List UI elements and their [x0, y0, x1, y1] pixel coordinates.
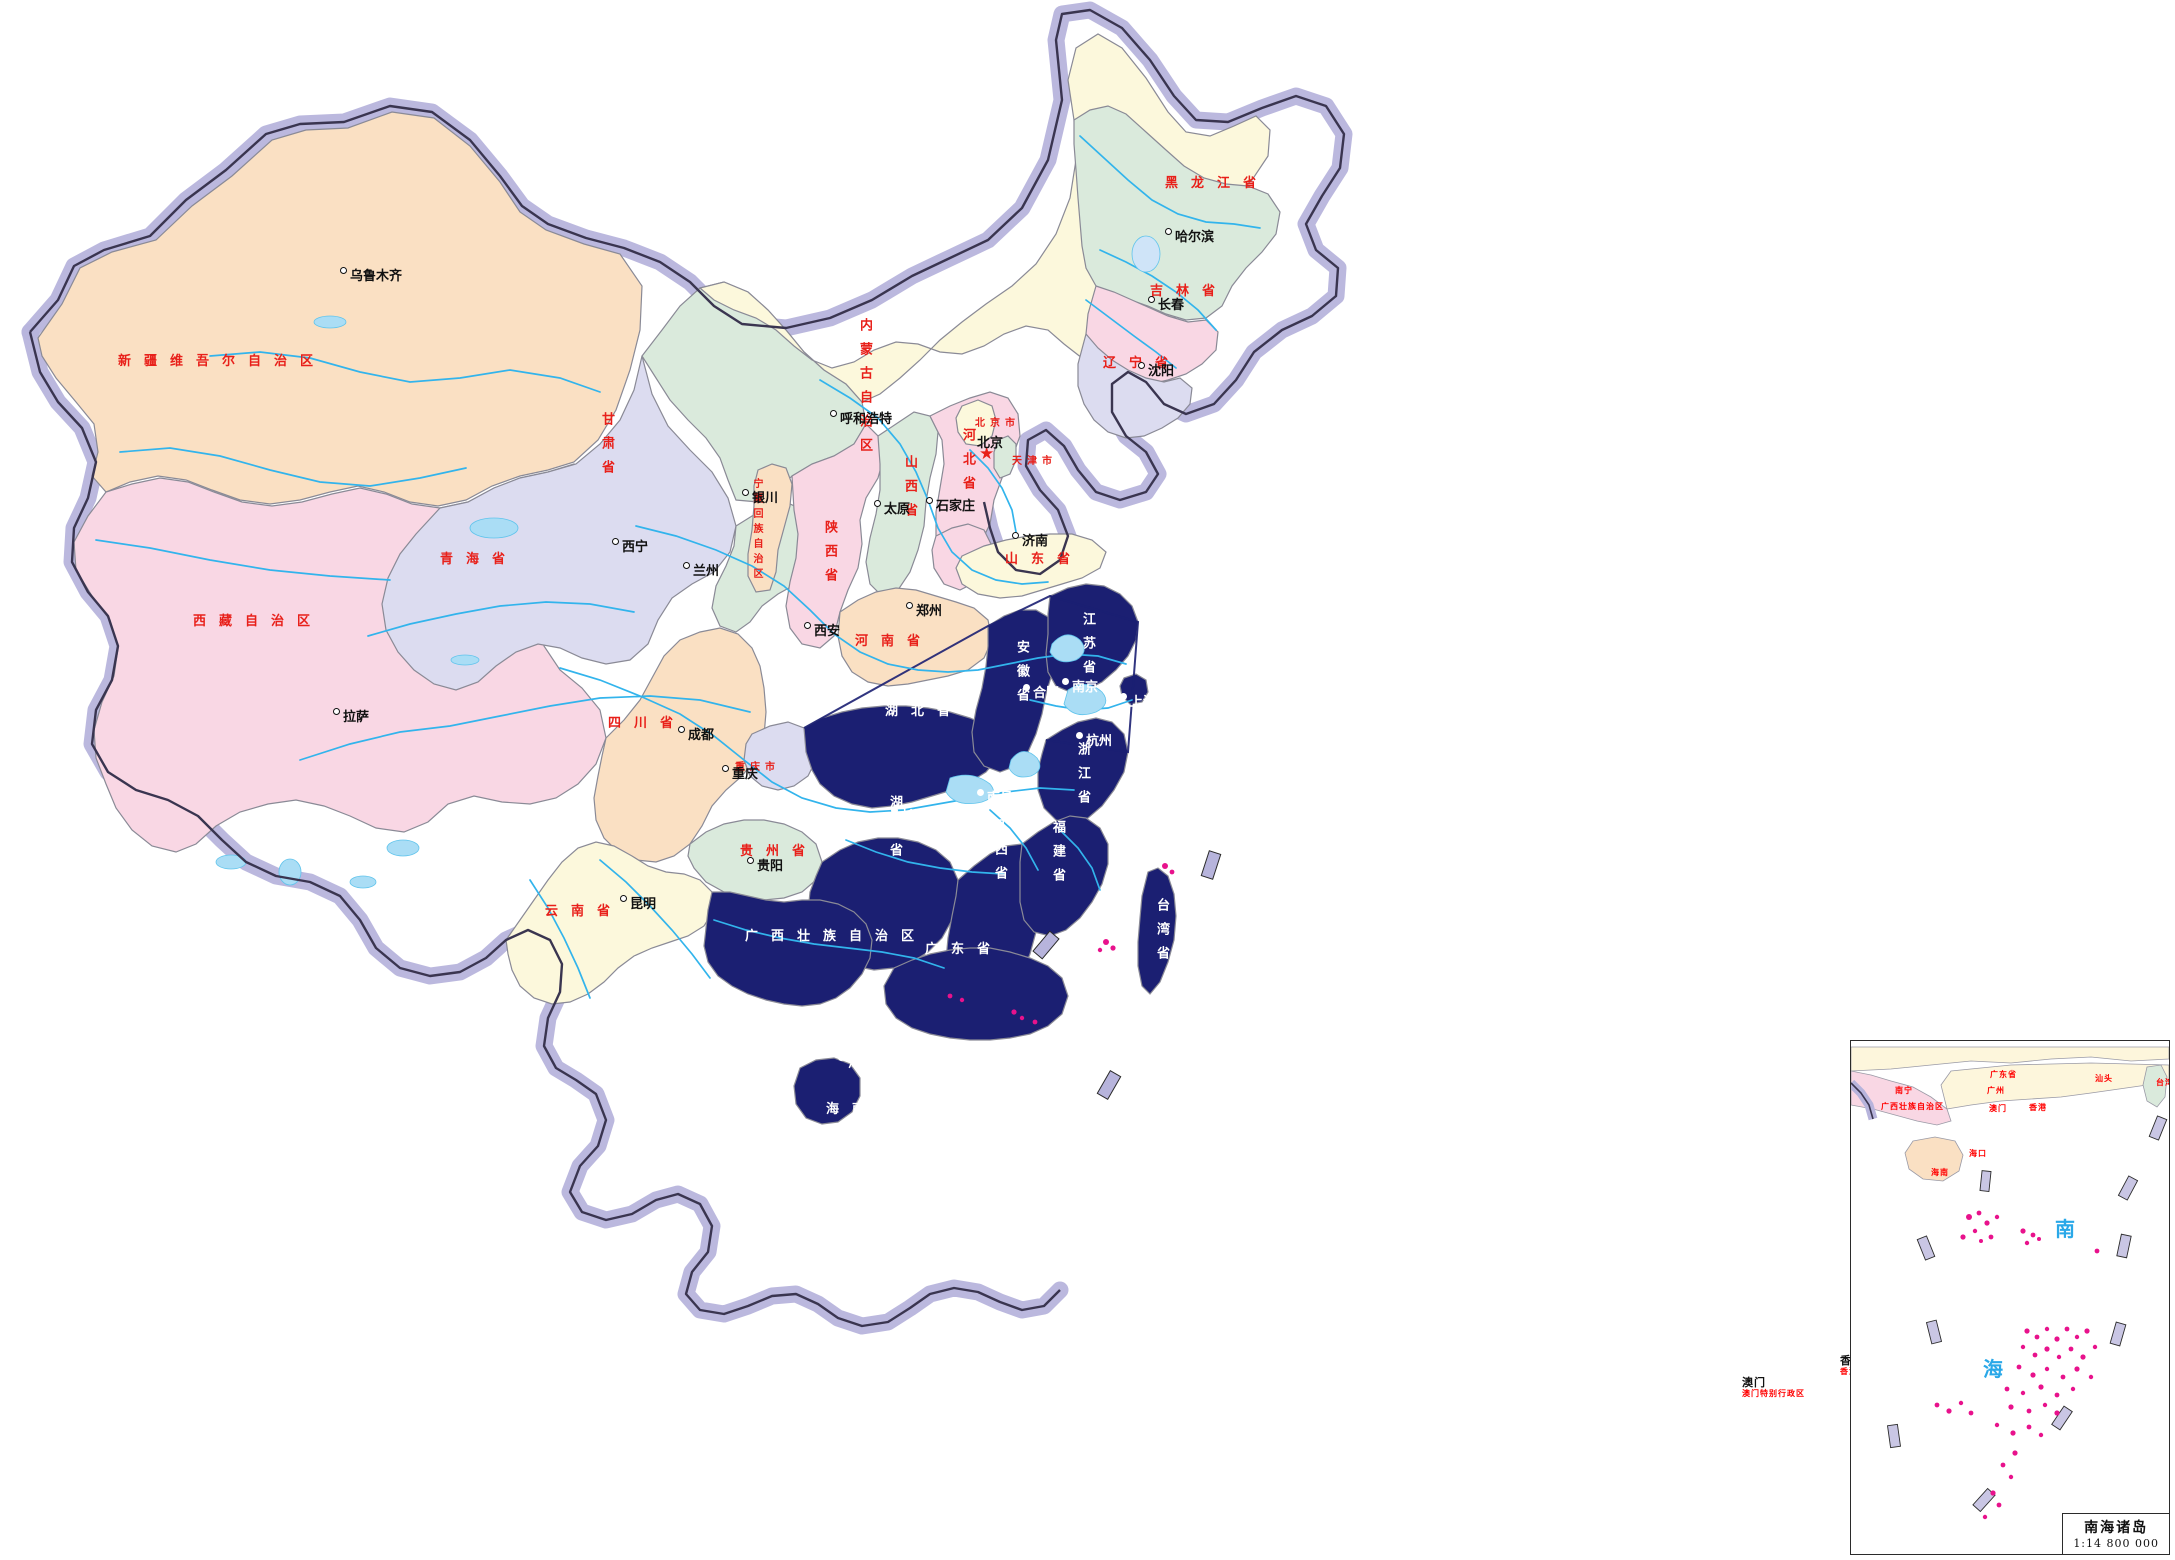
province-tianjin: [993, 435, 1017, 479]
province-guangxi: [703, 891, 873, 1007]
city-marker: [1165, 228, 1172, 235]
province-shandong: [955, 533, 1107, 599]
national-border-line: [28, 8, 1346, 1328]
selected-region-outline: [803, 594, 1140, 754]
city-marker: [1510, 1180, 1517, 1187]
city-marker: [340, 267, 347, 274]
city-marker: [333, 708, 340, 715]
inset-scale-text: 1:14 800 000: [2073, 1537, 2159, 1550]
city-marker: [1138, 362, 1145, 369]
city-marker: [1598, 1221, 1605, 1228]
province-henan: [837, 587, 993, 687]
province-beijing: [955, 399, 997, 447]
province-xinjiang: [37, 111, 643, 507]
city-marker: [874, 500, 881, 507]
south-china-sea-inset: 南宁广西壮族自治区广东省广州澳门香港海口海南台湾省汕头南海 南海诸岛 1:14 …: [1850, 1040, 2170, 1555]
capital-star-icon: ★: [979, 444, 995, 464]
south-china-sea-islands-main: [947, 863, 1175, 1025]
city-marker: [683, 562, 690, 569]
province-guangdong: [883, 947, 1069, 1041]
city-marker: [1645, 1318, 1652, 1325]
province-taiwan: [1137, 867, 1177, 995]
city-marker: [1095, 1337, 1102, 1344]
province-zhejiang: [1037, 717, 1129, 825]
city-marker: [804, 622, 811, 629]
province-ningxia: [747, 463, 793, 593]
city-marker: [722, 765, 729, 772]
province-hebei: [929, 391, 1021, 557]
city-marker: [1076, 732, 1083, 739]
city-marker: [830, 410, 837, 417]
city-marker: [612, 538, 619, 545]
province-qinghai: [381, 355, 737, 691]
city-marker: [926, 497, 933, 504]
inset-vector: [1851, 1046, 2169, 1520]
city-marker: [891, 807, 898, 814]
province-anhui: [971, 609, 1059, 773]
province-yunnan: [505, 841, 715, 1005]
city-marker: [1293, 1008, 1300, 1015]
city-marker: [838, 1054, 845, 1061]
city-marker: [1023, 684, 1030, 691]
province-shaanxi: [785, 423, 885, 649]
city-marker: [1062, 678, 1069, 685]
province-liaoning: [1077, 332, 1193, 439]
city-marker: [1120, 693, 1127, 700]
province-fujian: [1019, 815, 1109, 937]
city-marker: [1012, 532, 1019, 539]
inset-title: 南海诸岛: [2084, 1520, 2149, 1536]
nine-dash-line-main: [1032, 850, 1222, 1100]
city-marker: [747, 857, 754, 864]
province-chongqing: [743, 721, 817, 791]
province-hainan: [793, 1057, 861, 1125]
lakes: [215, 235, 1161, 889]
city-marker: [742, 489, 749, 496]
province-jiangsu: [1045, 583, 1139, 693]
inset-scale-box: 南海诸岛 1:14 800 000: [2062, 1513, 2169, 1554]
province-fills: [37, 33, 1281, 1125]
city-marker: [1148, 296, 1155, 303]
city-marker: [678, 726, 685, 733]
city-marker: [977, 789, 984, 796]
city-marker: [620, 895, 627, 902]
city-marker: [906, 602, 913, 609]
province-shanghai: [1119, 673, 1149, 705]
